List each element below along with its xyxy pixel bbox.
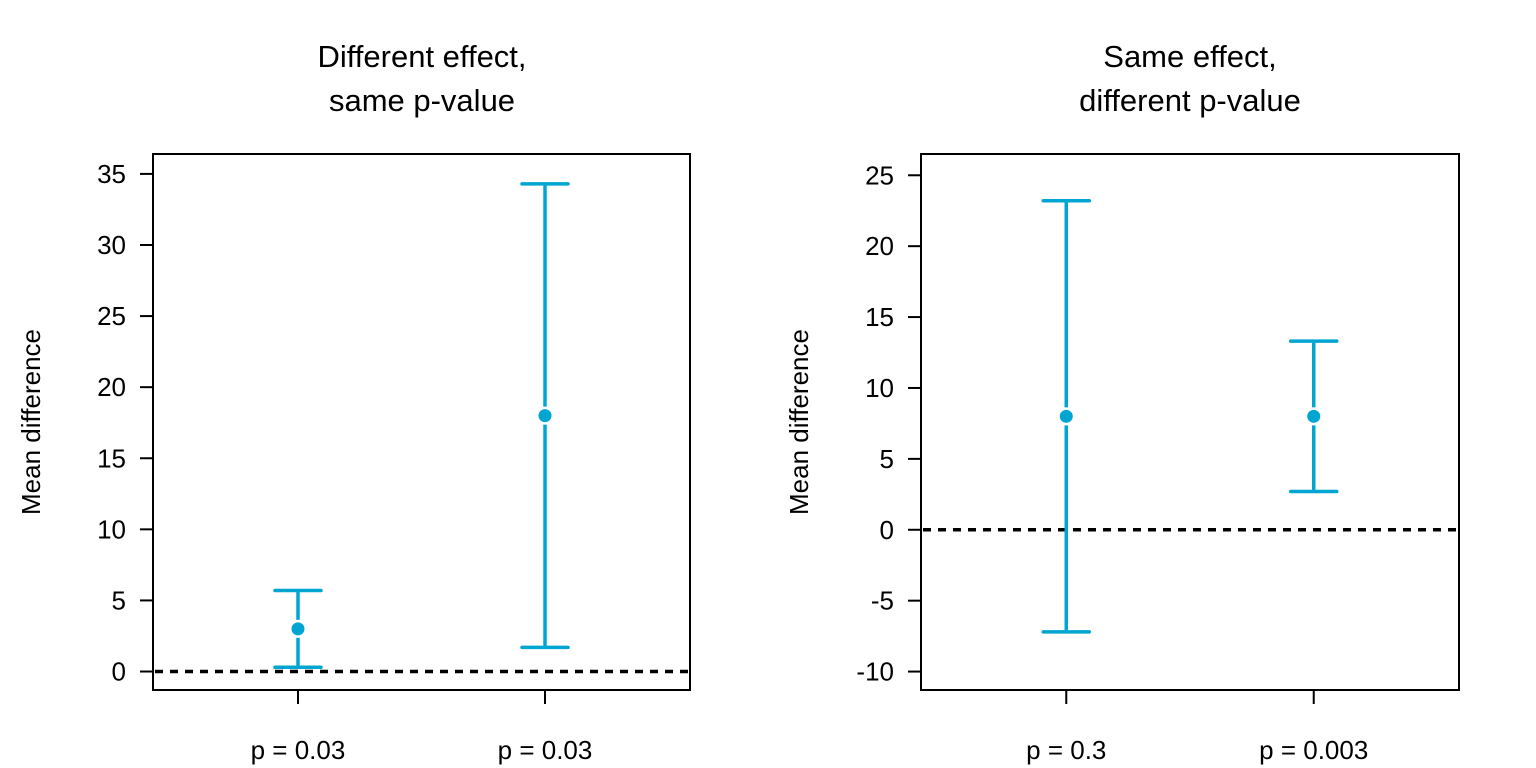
error-bar-group (520, 182, 570, 650)
error-bar-group (1288, 339, 1339, 494)
y-axis-label: Mean difference (784, 329, 814, 515)
error-bar-group (1041, 199, 1092, 634)
y-tick-label: 35 (97, 159, 126, 189)
y-tick-label: 5 (112, 585, 126, 615)
y-axis-label: Mean difference (16, 329, 46, 515)
x-tick-label: p = 0.003 (1259, 735, 1368, 765)
chart-title-line: Same effect, (1103, 39, 1276, 74)
y-tick-label: 15 (97, 443, 126, 473)
y-tick-label: 25 (97, 301, 126, 331)
mean-point (291, 622, 305, 636)
x-tick-label: p = 0.3 (1026, 735, 1106, 765)
y-tick-label: 0 (112, 657, 126, 687)
y-tick-label: 25 (865, 160, 894, 190)
chart-title-line: different p-value (1079, 83, 1301, 118)
panel-1: Different effect, same p-value Mean differ… (16, 39, 691, 765)
y-tick-label: 0 (880, 515, 894, 545)
y-tick-label: 10 (97, 514, 126, 544)
mean-point (538, 409, 552, 423)
chart-title-line: same p-value (329, 83, 515, 118)
plot-frame (152, 153, 691, 691)
mean-point (1059, 409, 1073, 423)
y-tick-label: -10 (856, 657, 894, 687)
y-tick-label: 5 (880, 444, 894, 474)
y-tick-label: 10 (865, 373, 894, 403)
plot-frame (920, 153, 1460, 691)
x-tick-label: p = 0.03 (498, 735, 593, 765)
x-tick-label: p = 0.03 (251, 735, 346, 765)
panel-2: Same effect, different p-value Mean differ… (784, 39, 1460, 765)
chart-title-line: Different effect, (317, 39, 526, 74)
y-tick-label: 15 (865, 302, 894, 332)
error-bar-group (273, 588, 323, 670)
y-tick-label: 20 (865, 231, 894, 261)
y-tick-label: -5 (871, 586, 894, 616)
y-tick-label: 30 (97, 230, 126, 260)
mean-point (1307, 409, 1321, 423)
y-tick-label: 20 (97, 372, 126, 402)
